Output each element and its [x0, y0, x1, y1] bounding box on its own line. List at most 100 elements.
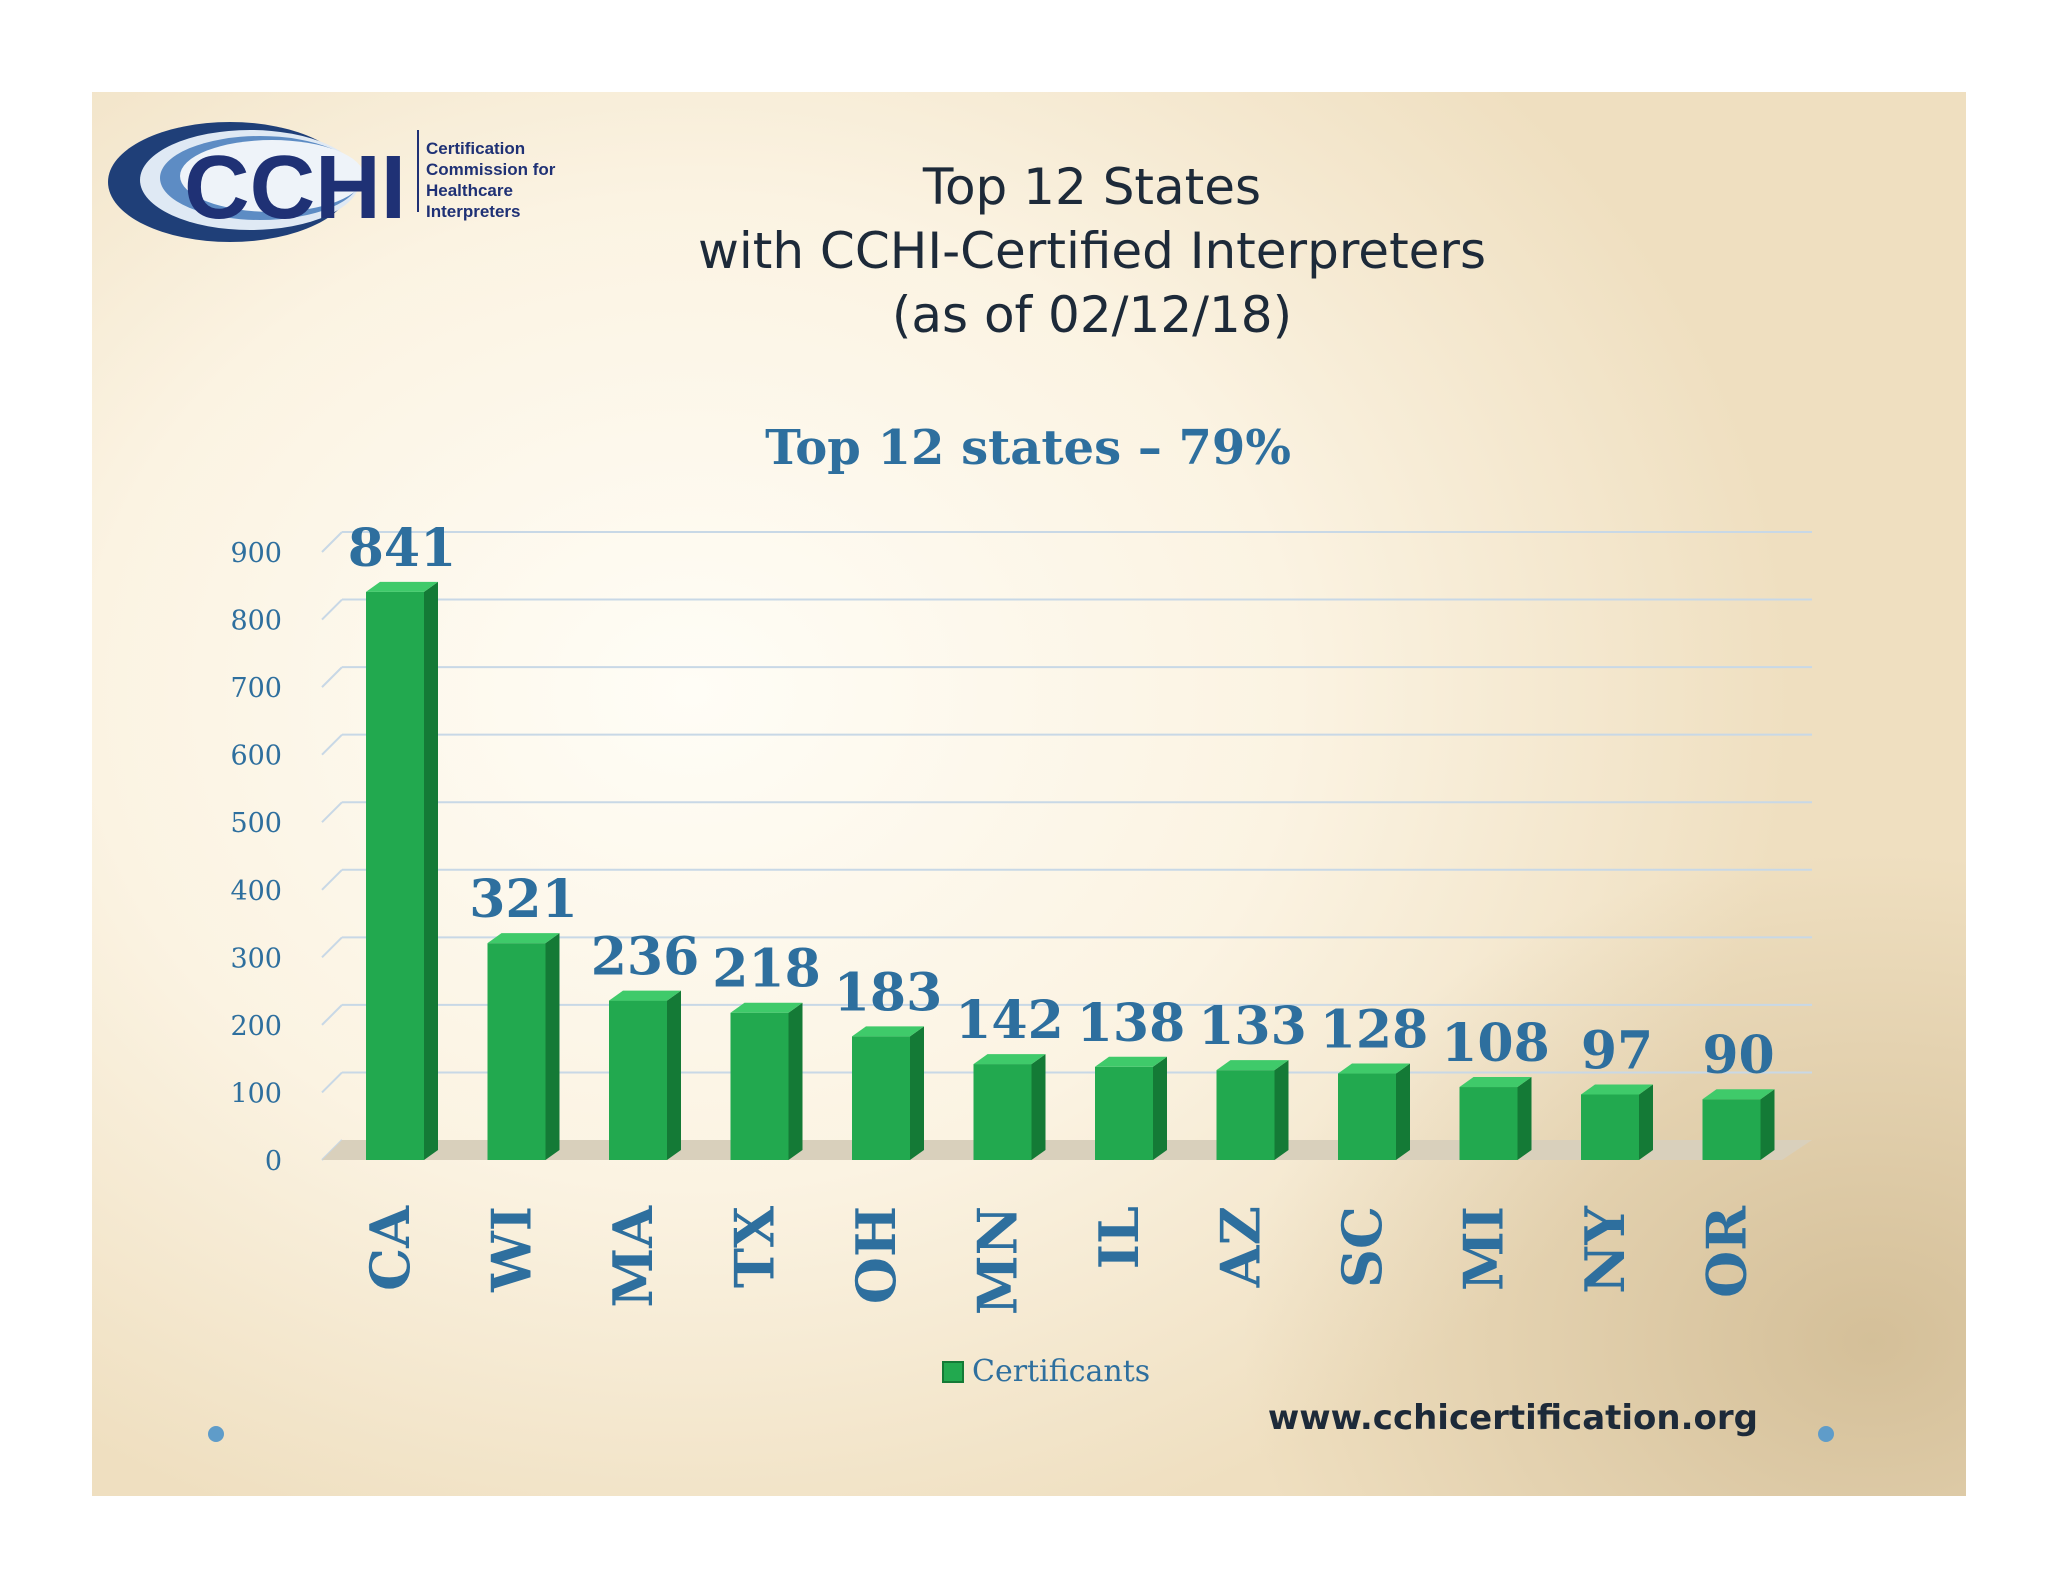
- x-tick-label: NY: [1573, 1205, 1637, 1294]
- bar-side: [1517, 1077, 1532, 1160]
- gridline-diag: [321, 801, 343, 823]
- bar-side: [545, 933, 560, 1160]
- gridline-diag: [321, 531, 343, 553]
- bar-top: [973, 1054, 1046, 1065]
- bar-AZ: [1216, 1060, 1289, 1160]
- x-tick-label: MA: [601, 1205, 665, 1308]
- bar-top: [1338, 1063, 1410, 1074]
- bar-top: [1095, 1056, 1167, 1067]
- logo-tagline-2: Commission for: [426, 160, 556, 179]
- data-label: 321: [469, 869, 578, 930]
- bar-WI: [487, 933, 560, 1160]
- bar-TX: [730, 1002, 803, 1160]
- bar-side: [1274, 1060, 1289, 1160]
- data-label: 138: [1077, 993, 1186, 1054]
- bar-front: [1702, 1099, 1761, 1160]
- bar-top: [1581, 1084, 1653, 1095]
- data-label: 183: [834, 962, 943, 1023]
- bar-CA: [366, 581, 438, 1160]
- y-tick-label: 200: [230, 1011, 282, 1042]
- y-tick-label: 400: [230, 876, 282, 907]
- bar-NY: [1581, 1084, 1653, 1160]
- bar-MN: [973, 1054, 1046, 1160]
- gridline-diag: [321, 598, 343, 621]
- bar-front: [1338, 1073, 1396, 1160]
- bar-top: [1459, 1077, 1532, 1088]
- slide-title-line-3: (as of 02/12/18): [891, 286, 1293, 344]
- x-tick-label: AZ: [1209, 1206, 1273, 1288]
- legend: Certificants: [942, 1354, 1150, 1389]
- slide-title-line-2: with CCHI-Certified Interpreters: [697, 222, 1487, 280]
- bar-top: [1216, 1060, 1289, 1071]
- bar-front: [852, 1036, 910, 1160]
- gridline-diag: [321, 733, 343, 756]
- bar-chart: Top 12 states – 79% 0 100 200 300 400 500 600 7…: [230, 420, 1812, 1389]
- logo-tagline-1: Certification: [426, 139, 525, 158]
- data-label: 236: [591, 927, 700, 988]
- gridline-diag: [321, 936, 343, 959]
- data-label: 142: [955, 990, 1064, 1051]
- y-tick-label: 0: [265, 1146, 282, 1177]
- bar-front: [366, 591, 424, 1160]
- bar-side: [788, 1002, 803, 1160]
- bar-side: [1396, 1063, 1410, 1160]
- bullet-dot-left: [208, 1426, 224, 1442]
- gridline-diag: [321, 869, 343, 891]
- bar-top: [366, 581, 438, 592]
- bar-top: [852, 1026, 924, 1037]
- legend-swatch: [942, 1361, 964, 1383]
- y-tick-label: 900: [230, 538, 282, 569]
- slide-title-line-1: Top 12 States: [922, 158, 1262, 216]
- bar-side: [1760, 1089, 1775, 1160]
- bar-front: [1459, 1087, 1518, 1160]
- bar-OR: [1702, 1089, 1775, 1160]
- bar-front: [1095, 1066, 1153, 1160]
- cchi-logo: CCHI Certification Commission for Health…: [108, 122, 556, 242]
- bar-side: [424, 581, 438, 1160]
- bullet-dot-right: [1818, 1426, 1834, 1442]
- data-label: 108: [1441, 1013, 1550, 1074]
- slide: CCHI Certification Commission for Health…: [92, 92, 1966, 1496]
- x-tick-label: SC: [1330, 1206, 1394, 1288]
- bar-side: [667, 990, 681, 1160]
- bar-front: [609, 1000, 667, 1160]
- bar-front: [1216, 1070, 1275, 1160]
- x-tick-label: WI: [480, 1206, 544, 1293]
- bar-side: [1031, 1054, 1046, 1160]
- bar-top: [1702, 1089, 1775, 1100]
- y-tick-label: 700: [230, 673, 282, 704]
- bar-front: [1581, 1094, 1639, 1160]
- data-label: 90: [1702, 1025, 1774, 1086]
- y-tick-label: 600: [230, 741, 282, 772]
- bar-front: [730, 1012, 789, 1160]
- bar-front: [973, 1064, 1032, 1160]
- bar-side: [1639, 1084, 1653, 1160]
- logo-tagline-4: Interpreters: [426, 202, 520, 221]
- y-tick-label: 800: [230, 606, 282, 637]
- bar-SC: [1338, 1063, 1410, 1160]
- legend-label: Certificants: [972, 1354, 1150, 1389]
- chart-title: Top 12 states – 79%: [765, 420, 1291, 476]
- data-label: 97: [1581, 1020, 1653, 1081]
- y-tick-label: 300: [230, 943, 282, 974]
- footer-url[interactable]: www.cchicertification.org: [1267, 1398, 1758, 1438]
- logo-wordmark: CCHI: [184, 138, 406, 238]
- data-label: 218: [712, 939, 821, 1000]
- chart-floor: [322, 1140, 1812, 1160]
- x-tick-label: OH: [844, 1206, 908, 1304]
- x-tick-label: TX: [723, 1206, 787, 1288]
- bar-MI: [1459, 1077, 1532, 1160]
- data-label: 133: [1198, 996, 1307, 1057]
- x-tick-label: CA: [358, 1205, 422, 1291]
- gridline-diag: [321, 1004, 343, 1026]
- logo-tagline-3: Healthcare: [426, 181, 513, 200]
- gridline-diag: [321, 666, 343, 688]
- bar-top: [609, 990, 681, 1001]
- x-tick-label: MN: [966, 1206, 1030, 1315]
- bar-MA: [609, 990, 681, 1160]
- bar-IL: [1095, 1056, 1167, 1160]
- bar-top: [487, 933, 560, 944]
- y-tick-label: 100: [230, 1078, 282, 1109]
- x-tick-label: OR: [1695, 1205, 1759, 1298]
- bar-top: [730, 1002, 803, 1013]
